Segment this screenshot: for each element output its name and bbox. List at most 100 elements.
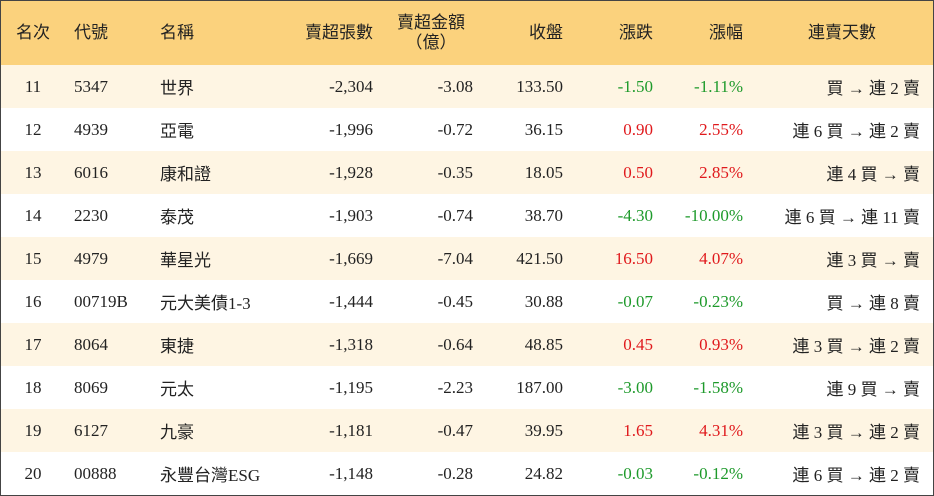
table-cell: 連 4 買 → 賣 bbox=[751, 151, 933, 194]
table-cell: 連 3 買 → 連 2 賣 bbox=[751, 409, 933, 452]
table-cell: 0.93% bbox=[661, 323, 751, 366]
table-cell: -1,444 bbox=[329, 291, 373, 311]
table-cell: 4.07% bbox=[661, 237, 751, 280]
table-cell: -7.04 bbox=[381, 237, 481, 280]
table-cell: 39.95 bbox=[481, 409, 571, 452]
table-cell: -4.30 bbox=[617, 205, 653, 225]
table-cell: 421.50 bbox=[481, 237, 571, 280]
table-cell: -1,318 bbox=[286, 323, 381, 366]
table-row: 17 8064 東捷 -1,318 -0.64 48.85 0.45 0.93% 連 3 買 →… bbox=[1, 323, 933, 366]
table-cell: 30.88 bbox=[524, 291, 563, 311]
table-cell: -3.00 bbox=[617, 377, 653, 397]
table-cell: 5347 bbox=[65, 65, 151, 108]
header-cell: 賣超金額 （億） bbox=[381, 1, 481, 65]
table-cell: 九豪 bbox=[151, 409, 286, 452]
table-cell: 18 bbox=[24, 377, 42, 397]
table-cell: -1,148 bbox=[329, 463, 373, 483]
table-cell: -0.74 bbox=[437, 205, 473, 225]
table-cell: -1,928 bbox=[286, 151, 381, 194]
table-cell: 12 bbox=[24, 119, 42, 139]
table-cell: -1.58% bbox=[693, 377, 743, 397]
table-row: 20 00888 永豐台灣ESG -1,148 -0.28 24.82 -0.03 -0.12… bbox=[1, 452, 933, 495]
table-cell: 20 bbox=[24, 463, 42, 483]
table-cell: -0.45 bbox=[437, 291, 473, 311]
table-cell: 世界 bbox=[151, 65, 286, 108]
table-cell: 4.31% bbox=[661, 409, 751, 452]
header-cell: 賣超張數 bbox=[286, 1, 381, 65]
table-cell: -10.00% bbox=[684, 205, 743, 225]
table-cell: -0.47 bbox=[381, 409, 481, 452]
header-cell: 代號 bbox=[65, 1, 151, 65]
table-cell: -0.23% bbox=[693, 291, 743, 311]
table-cell: 2.85% bbox=[661, 151, 751, 194]
table-cell: -0.64 bbox=[381, 323, 481, 366]
table-cell: 2.55% bbox=[699, 119, 743, 139]
table-cell: 連 3 買 → 賣 bbox=[751, 237, 933, 280]
table-cell: -1,903 bbox=[329, 205, 373, 225]
table-row: 18 8069 元太 -1,195 -2.23 187.00 -3.00 -1.58% 連 9 … bbox=[1, 366, 933, 409]
table-cell: 6016 bbox=[65, 151, 151, 194]
header-cell: 漲幅 bbox=[661, 1, 751, 65]
table-cell: 133.50 bbox=[481, 65, 571, 108]
table-row: 13 6016 康和證 -1,928 -0.35 18.05 0.50 2.85% 連 4 買 … bbox=[1, 151, 933, 194]
table-cell: -1,181 bbox=[286, 409, 381, 452]
table-body: 11 5347 世界 -2,304 -3.08 133.50 -1.50 -1.11% 買 → … bbox=[1, 65, 933, 495]
table-cell: 永豐台灣ESG bbox=[160, 466, 261, 485]
table-cell: 0.50 bbox=[571, 151, 661, 194]
table-cell: -1,195 bbox=[329, 377, 373, 397]
table-cell: 連 6 買 → 連 11 賣 bbox=[784, 208, 920, 227]
table-cell: 連 3 買 → 連 2 賣 bbox=[751, 323, 933, 366]
table-cell: 元太 bbox=[160, 380, 194, 399]
table-cell: 元大美債1-3 bbox=[160, 294, 251, 313]
table-cell: 36.15 bbox=[524, 119, 563, 139]
table-cell: 16 bbox=[24, 291, 42, 311]
table-cell: 2230 bbox=[74, 205, 108, 225]
header-row: 名次 代號 名稱 賣超張數 賣超金額 （億） 收盤 漲跌 漲幅 連賣天數 bbox=[1, 1, 933, 65]
header-cell: 名次 bbox=[1, 1, 65, 65]
table-cell: 38.70 bbox=[524, 205, 563, 225]
table-cell: 187.00 bbox=[516, 377, 563, 397]
header-cell: 收盤 bbox=[481, 1, 571, 65]
table-cell: 18.05 bbox=[481, 151, 571, 194]
table-cell: 8069 bbox=[74, 377, 108, 397]
table-cell: 1.65 bbox=[571, 409, 661, 452]
table-cell: 11 bbox=[1, 65, 65, 108]
table-cell: -1.50 bbox=[571, 65, 661, 108]
table-cell: 連 9 買 → 賣 bbox=[826, 380, 921, 399]
table-cell: -0.72 bbox=[437, 119, 473, 139]
table-cell: -3.08 bbox=[381, 65, 481, 108]
table-cell: -1.11% bbox=[661, 65, 751, 108]
table-cell: -2,304 bbox=[286, 65, 381, 108]
table-cell: 14 bbox=[24, 205, 42, 225]
table-cell: 康和證 bbox=[151, 151, 286, 194]
table-row: 16 00719B 元大美債1-3 -1,444 -0.45 30.88 -0.07 -0.2… bbox=[1, 280, 933, 323]
header-cell: 連賣天數 bbox=[751, 1, 933, 65]
table-cell: 連 6 買 → 連 2 賣 bbox=[792, 122, 921, 141]
table-cell: 13 bbox=[1, 151, 65, 194]
table-cell: -0.35 bbox=[381, 151, 481, 194]
header-line: 賣超金額 bbox=[397, 13, 465, 32]
table-cell: 亞電 bbox=[160, 122, 194, 141]
table-cell: -0.12% bbox=[693, 463, 743, 483]
table-cell: -2.23 bbox=[437, 377, 473, 397]
table-row: 15 4979 華星光 -1,669 -7.04 421.50 16.50 4.07% 連 3 … bbox=[1, 237, 933, 280]
table-cell: 19 bbox=[1, 409, 65, 452]
table-cell: 買 → 連 2 賣 bbox=[751, 65, 933, 108]
table-cell: 00888 bbox=[74, 463, 117, 483]
table-cell: 4979 bbox=[65, 237, 151, 280]
table-cell: -0.03 bbox=[617, 463, 653, 483]
table-cell: 16.50 bbox=[571, 237, 661, 280]
table-cell: 8064 bbox=[65, 323, 151, 366]
table-cell: 4939 bbox=[74, 119, 108, 139]
table-cell: 0.45 bbox=[571, 323, 661, 366]
table-row: 14 2230 泰茂 -1,903 -0.74 38.70 -4.30 -10.00% 連 6 … bbox=[1, 194, 933, 237]
table-cell: 6127 bbox=[65, 409, 151, 452]
table-cell: 15 bbox=[1, 237, 65, 280]
table-row: 11 5347 世界 -2,304 -3.08 133.50 -1.50 -1.11% 買 → … bbox=[1, 65, 933, 108]
table-cell: 00719B bbox=[74, 291, 128, 311]
table-cell: 買 → 連 8 賣 bbox=[826, 294, 921, 313]
header-line: （億） bbox=[405, 33, 457, 52]
table-cell: 17 bbox=[1, 323, 65, 366]
